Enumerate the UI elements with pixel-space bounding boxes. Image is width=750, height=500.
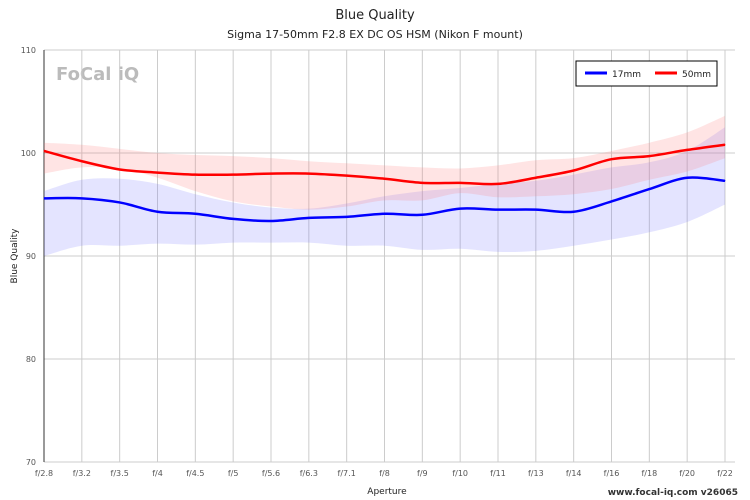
x-tick-label: f/4 (152, 469, 163, 478)
x-tick-label: f/16 (604, 469, 620, 478)
data-point-50mm (497, 183, 499, 185)
x-tick-label: f/9 (417, 469, 428, 478)
data-point-50mm (119, 168, 121, 170)
y-axis-label: Blue Quality (10, 228, 20, 284)
data-point-17mm (724, 180, 726, 182)
data-point-17mm (270, 220, 272, 222)
x-tick-label: f/2.8 (35, 469, 53, 478)
x-tick-label: f/5.6 (262, 469, 280, 478)
x-tick-label: f/18 (641, 469, 657, 478)
data-point-17mm (384, 213, 385, 215)
data-point-50mm (43, 150, 45, 152)
data-point-17mm (459, 208, 461, 210)
x-axis-label: Aperture (367, 487, 407, 497)
data-point-50mm (81, 160, 83, 162)
data-point-17mm (611, 200, 612, 202)
data-point-17mm (421, 214, 423, 216)
data-point-50mm (421, 182, 423, 184)
y-tick-label: 70 (26, 458, 36, 467)
data-point-17mm (119, 201, 121, 203)
x-tick-label: f/3.2 (73, 469, 91, 478)
data-point-50mm (573, 170, 575, 172)
data-point-50mm (270, 173, 272, 175)
data-point-17mm (573, 211, 575, 213)
data-point-50mm (648, 155, 650, 157)
data-point-17mm (232, 218, 234, 220)
x-tick-label: f/4.5 (186, 469, 204, 478)
data-point-17mm (648, 188, 650, 190)
x-tick-label: f/13 (528, 469, 544, 478)
chart-title: Blue Quality (335, 8, 415, 23)
x-tick-label: f/5 (228, 469, 239, 478)
footer-text: www.focal-iq.com v26065 (607, 488, 738, 498)
x-tick-label: f/10 (452, 469, 468, 478)
data-point-17mm (346, 216, 348, 218)
data-point-17mm (535, 209, 537, 211)
band-17mm (44, 127, 725, 256)
x-tick-label: f/11 (490, 469, 506, 478)
legend-label-50mm: 50mm (682, 70, 711, 80)
x-tick-label: f/7.1 (338, 469, 356, 478)
data-point-17mm (157, 211, 158, 213)
data-point-17mm (497, 209, 499, 211)
data-point-50mm (346, 175, 348, 177)
data-point-50mm (308, 173, 310, 175)
y-tick-label: 110 (21, 46, 36, 55)
x-tick-label: f/14 (566, 469, 582, 478)
x-tick-label: f/8 (379, 469, 390, 478)
data-point-17mm (308, 217, 310, 219)
data-point-50mm (194, 174, 196, 176)
legend-label-17mm: 17mm (612, 70, 641, 80)
data-point-17mm (43, 197, 45, 199)
logo: FoCal iQ (56, 64, 139, 85)
x-tick-label: f/6.3 (300, 469, 318, 478)
data-point-17mm (81, 197, 83, 199)
y-tick-label: 90 (26, 252, 36, 261)
data-point-50mm (724, 144, 726, 146)
x-tick-label: f/22 (717, 469, 733, 478)
data-point-17mm (194, 213, 196, 215)
chart-subtitle: Sigma 17-50mm F2.8 EX DC OS HSM (Nikon F… (227, 28, 523, 41)
band-50mm (44, 115, 725, 210)
data-point-50mm (384, 178, 385, 180)
data-point-50mm (232, 174, 234, 176)
data-point-50mm (611, 158, 612, 160)
data-point-50mm (459, 182, 461, 184)
data-point-50mm (686, 149, 688, 151)
data-point-17mm (686, 177, 688, 179)
data-point-50mm (535, 177, 537, 179)
y-tick-label: 100 (21, 149, 36, 158)
data-point-50mm (157, 172, 158, 174)
y-tick-label: 80 (26, 355, 36, 364)
x-tick-label: f/20 (679, 469, 695, 478)
x-tick-label: f/3.5 (111, 469, 129, 478)
